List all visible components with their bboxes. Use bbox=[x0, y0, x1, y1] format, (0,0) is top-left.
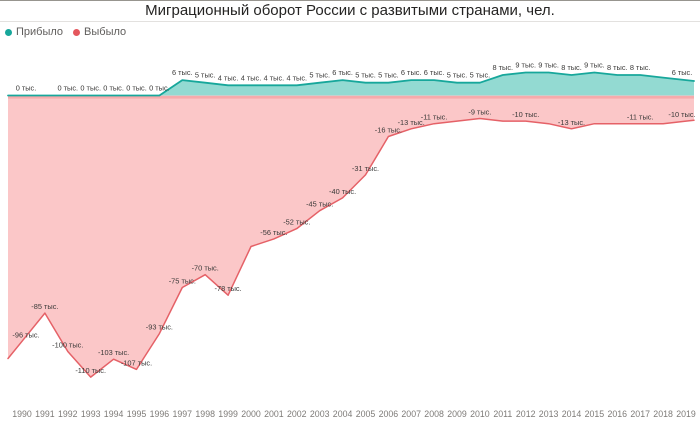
departed-data-label: -103 тыс. bbox=[98, 348, 129, 357]
departed-data-label: -16 тыс. bbox=[375, 126, 402, 135]
arrived-data-label: 9 тыс. bbox=[515, 61, 536, 70]
x-axis-label: 2013 bbox=[539, 409, 559, 419]
departed-data-label: -13 тыс. bbox=[398, 118, 425, 127]
legend-marker-arrived-icon bbox=[5, 28, 12, 36]
x-axis-label: 1997 bbox=[173, 409, 193, 419]
departed-data-label: -11 тыс. bbox=[627, 113, 654, 122]
x-axis-label: 1993 bbox=[81, 409, 101, 419]
x-axis-label: 2011 bbox=[493, 409, 512, 419]
arrived-data-label: 8 тыс. bbox=[492, 63, 513, 72]
legend-marker-departed-icon bbox=[73, 28, 81, 36]
x-axis-label: 1998 bbox=[195, 409, 215, 419]
x-axis-label: 1999 bbox=[218, 409, 238, 419]
departed-data-label: -31 тыс. bbox=[352, 164, 379, 173]
arrived-data-label: 0 тыс. bbox=[126, 84, 147, 93]
x-axis-label: 2014 bbox=[562, 409, 582, 419]
arrived-data-label: 4 тыс. bbox=[218, 73, 239, 82]
arrived-data-label: 5 тыс. bbox=[309, 71, 330, 80]
arrived-data-label: 5 тыс. bbox=[470, 71, 491, 80]
departed-data-label: -85 тыс. bbox=[31, 302, 58, 311]
x-axis-label: 2004 bbox=[333, 409, 353, 419]
departed-data-label: -107 тыс. bbox=[121, 358, 152, 367]
x-axis-label: 2010 bbox=[470, 409, 490, 419]
arrived-data-label: 6 тыс. bbox=[672, 68, 693, 77]
arrived-data-label: 0 тыс. bbox=[57, 84, 78, 93]
arrived-line bbox=[7, 71, 695, 97]
legend-item-departed[interactable]: Выбыло bbox=[73, 26, 126, 38]
departed-data-label: -70 тыс. bbox=[192, 264, 219, 273]
x-axis-label: 2002 bbox=[287, 409, 307, 419]
arrived-data-label: 9 тыс. bbox=[584, 61, 605, 70]
arrived-data-label: 5 тыс. bbox=[378, 71, 399, 80]
arrived-data-label: 5 тыс. bbox=[195, 71, 216, 80]
x-axis-label: 2006 bbox=[379, 409, 399, 419]
departed-data-label: -78 тыс. bbox=[215, 284, 242, 293]
x-axis-label: 2003 bbox=[310, 409, 330, 419]
departed-data-label: -11 тыс. bbox=[421, 113, 448, 122]
departed-data-label: -100 тыс. bbox=[52, 341, 83, 350]
x-axis-label: 2005 bbox=[356, 409, 376, 419]
legend-item-arrived[interactable]: Прибыло bbox=[5, 26, 63, 38]
arrived-data-label: 9 тыс. bbox=[538, 61, 559, 70]
chart-title: Миграционный оборот России с развитыми с… bbox=[145, 2, 555, 19]
arrived-data-label: 0 тыс. bbox=[149, 84, 170, 93]
arrived-area bbox=[8, 72, 694, 96]
departed-data-label: -45 тыс. bbox=[306, 200, 333, 209]
arrived-data-label: 5 тыс. bbox=[447, 71, 468, 80]
departed-data-label: -110 тыс. bbox=[75, 366, 106, 375]
x-axis-label: 1995 bbox=[127, 409, 147, 419]
arrived-data-label: 6 тыс. bbox=[172, 68, 193, 77]
arrived-data-label: 8 тыс. bbox=[607, 63, 628, 72]
legend-label-arrived: Прибыло bbox=[16, 26, 64, 38]
legend-label-departed: Выбыло bbox=[84, 26, 127, 38]
x-axis-label: 2009 bbox=[447, 409, 467, 419]
x-axis-label: 2018 bbox=[653, 409, 673, 419]
arrived-data-label: 6 тыс. bbox=[424, 68, 445, 77]
arrived-data-label: 4 тыс. bbox=[264, 73, 285, 82]
x-axis-label: 2017 bbox=[630, 409, 650, 419]
departed-data-label: -10 тыс. bbox=[668, 110, 695, 119]
arrived-data-label: 6 тыс. bbox=[332, 68, 353, 77]
legend: Прибыло Выбыло bbox=[5, 26, 126, 38]
arrived-data-label: 6 тыс. bbox=[401, 68, 422, 77]
arrived-data-label: 0 тыс. bbox=[16, 84, 37, 93]
x-axis-label: 1992 bbox=[58, 409, 78, 419]
departed-data-label: -93 тыс. bbox=[146, 323, 173, 332]
x-axis-label: 2001 bbox=[264, 409, 284, 419]
x-axis-label: 2016 bbox=[608, 409, 628, 419]
departed-line bbox=[7, 117, 695, 378]
x-axis-label: 1994 bbox=[104, 409, 124, 419]
departed-data-label: -9 тыс. bbox=[468, 108, 491, 117]
departed-data-label: -10 тыс. bbox=[512, 110, 539, 119]
departed-data-label: -75 тыс. bbox=[169, 277, 196, 286]
arrived-data-label: 4 тыс. bbox=[286, 73, 307, 82]
x-axis-label: 1996 bbox=[150, 409, 170, 419]
arrived-data-label: 0 тыс. bbox=[80, 84, 101, 93]
x-axis-label: 1990 bbox=[12, 409, 32, 419]
title-divider bbox=[0, 21, 700, 22]
departed-data-label: -40 тыс. bbox=[329, 187, 356, 196]
departed-data-label: -13 тыс. bbox=[558, 118, 585, 127]
arrived-data-label: 0 тыс. bbox=[103, 84, 124, 93]
x-axis-label: 2012 bbox=[516, 409, 536, 419]
departed-area bbox=[8, 95, 694, 378]
x-axis-label: 2007 bbox=[401, 409, 421, 419]
arrived-data-label: 8 тыс. bbox=[630, 63, 651, 72]
x-axis-label: 2008 bbox=[424, 409, 444, 419]
x-axis-label: 2015 bbox=[585, 409, 605, 419]
arrived-data-label: 8 тыс. bbox=[561, 63, 582, 72]
x-axis-label: 2019 bbox=[676, 409, 696, 419]
departed-data-label: -96 тыс. bbox=[12, 330, 39, 339]
x-axis-label: 2000 bbox=[241, 409, 261, 419]
x-axis-label: 1991 bbox=[35, 409, 55, 419]
departed-data-label: -52 тыс. bbox=[283, 218, 310, 227]
arrived-data-label: 5 тыс. bbox=[355, 71, 376, 80]
departed-data-label: -56 тыс. bbox=[260, 228, 287, 237]
arrived-data-label: 4 тыс. bbox=[241, 73, 262, 82]
